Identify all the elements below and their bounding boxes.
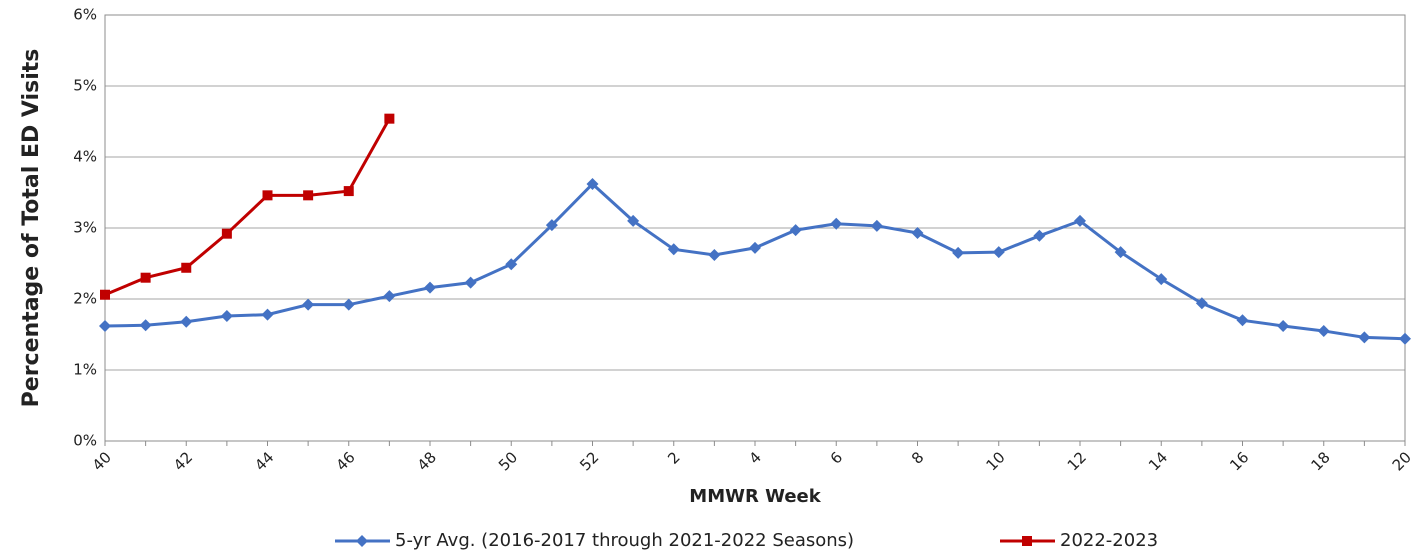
marker [342, 298, 355, 311]
marker [870, 219, 883, 232]
marker [1317, 324, 1330, 337]
x-tick-label: 10 [983, 448, 1009, 474]
marker [545, 219, 558, 232]
marker [1399, 332, 1411, 345]
marker [1114, 246, 1127, 259]
marker [505, 258, 518, 271]
marker [1236, 314, 1249, 327]
marker [1074, 214, 1086, 227]
marker [586, 177, 599, 190]
marker [262, 190, 273, 201]
marker [708, 248, 721, 261]
y-tick-label: 6% [73, 6, 97, 24]
marker [99, 319, 111, 332]
marker [1358, 331, 1371, 344]
y-tick-label: 5% [73, 77, 97, 95]
marker [343, 186, 354, 197]
x-tick-label: 2 [664, 448, 683, 467]
marker [261, 308, 274, 321]
marker [992, 246, 1005, 259]
x-tick-label: 14 [1145, 448, 1171, 474]
marker [830, 217, 843, 230]
legend-label: 5-yr Avg. (2016-2017 through 2021-2022 S… [395, 530, 854, 551]
y-tick-label: 0% [73, 432, 97, 450]
x-tick-label: 40 [89, 448, 115, 474]
marker [356, 535, 368, 547]
x-tick-label: 12 [1064, 448, 1090, 474]
y-axis-label: Percentage of Total ED Visits [19, 49, 44, 408]
marker [1022, 536, 1032, 546]
marker [667, 243, 680, 256]
marker [911, 226, 924, 239]
marker [383, 290, 396, 303]
y-tick-label: 3% [73, 219, 97, 237]
x-tick-label: 20 [1389, 448, 1415, 474]
x-tick-label: 16 [1226, 448, 1252, 474]
marker [749, 241, 761, 254]
y-tick-label: 4% [73, 148, 97, 166]
marker [952, 246, 965, 259]
marker [221, 228, 232, 239]
marker [1155, 273, 1168, 286]
x-tick-label: 44 [251, 448, 277, 474]
x-tick-label: 4 [746, 448, 765, 467]
marker [180, 315, 193, 328]
x-axis-label: MMWR Week [689, 486, 821, 507]
x-tick-label: 50 [495, 448, 521, 474]
marker [220, 310, 233, 323]
marker [1033, 229, 1046, 242]
marker [1277, 319, 1290, 332]
marker [384, 113, 395, 124]
marker [140, 272, 151, 283]
legend-label: 2022-2023 [1060, 530, 1158, 551]
marker [464, 276, 477, 289]
x-tick-label: 48 [414, 448, 440, 474]
x-tick-label: 42 [170, 448, 196, 474]
series-line [104, 117, 391, 297]
marker [789, 224, 802, 237]
marker [181, 262, 192, 273]
x-tick-label: 46 [333, 448, 359, 474]
marker [100, 289, 110, 300]
marker [424, 281, 436, 294]
marker [139, 319, 152, 332]
marker [627, 214, 640, 227]
y-tick-label: 1% [73, 361, 97, 379]
y-tick-label: 2% [73, 290, 97, 308]
series-line [104, 181, 1406, 341]
x-tick-label: 6 [827, 448, 846, 467]
x-tick-label: 52 [576, 448, 602, 474]
x-tick-label: 18 [1308, 448, 1334, 474]
marker [1195, 297, 1208, 310]
marker [302, 298, 315, 311]
x-tick-label: 8 [908, 448, 927, 467]
marker [303, 190, 314, 201]
